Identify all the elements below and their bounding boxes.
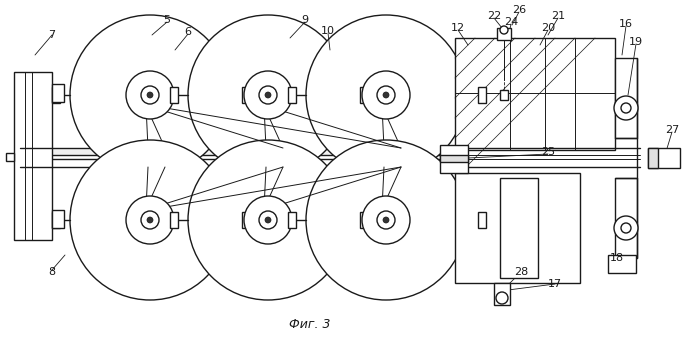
Bar: [455, 38, 615, 150]
Circle shape: [362, 71, 410, 119]
Text: 28: 28: [514, 267, 528, 277]
Text: 19: 19: [629, 37, 643, 47]
Circle shape: [188, 140, 348, 300]
Bar: [360, 212, 368, 228]
Text: 6: 6: [185, 27, 192, 37]
Bar: [494, 283, 510, 305]
Bar: [20, 148, 448, 155]
Bar: [608, 255, 636, 273]
Text: 21: 21: [551, 11, 565, 21]
Text: 18: 18: [610, 253, 624, 263]
Bar: [478, 87, 486, 103]
Circle shape: [70, 15, 230, 175]
Circle shape: [147, 217, 153, 223]
Text: 16: 16: [619, 19, 633, 29]
Circle shape: [147, 92, 153, 98]
Bar: [242, 87, 250, 103]
Bar: [288, 87, 296, 103]
Text: Фиг. 3: Фиг. 3: [289, 319, 331, 332]
Bar: [648, 148, 680, 168]
Circle shape: [259, 86, 277, 104]
Circle shape: [141, 86, 159, 104]
Bar: [52, 210, 64, 228]
Text: 22: 22: [487, 11, 501, 21]
Bar: [615, 58, 637, 138]
Text: 20: 20: [541, 23, 555, 33]
Text: 17: 17: [548, 279, 562, 289]
Text: 7: 7: [48, 30, 55, 40]
Text: 27: 27: [665, 125, 679, 135]
Circle shape: [244, 71, 292, 119]
Circle shape: [126, 196, 174, 244]
Circle shape: [377, 86, 395, 104]
Bar: [497, 28, 511, 40]
Text: 5: 5: [164, 15, 171, 25]
Circle shape: [377, 211, 395, 229]
Bar: [242, 212, 250, 228]
Circle shape: [141, 211, 159, 229]
Bar: [6, 153, 14, 161]
Bar: [478, 212, 486, 228]
Text: 26: 26: [512, 5, 526, 15]
Circle shape: [621, 223, 631, 233]
Bar: [455, 173, 580, 283]
Text: 8: 8: [48, 267, 55, 277]
Circle shape: [383, 92, 389, 98]
Circle shape: [244, 196, 292, 244]
Bar: [52, 87, 60, 103]
Text: 24: 24: [504, 17, 518, 27]
Circle shape: [306, 15, 466, 175]
Circle shape: [259, 211, 277, 229]
Circle shape: [500, 26, 508, 34]
Circle shape: [126, 71, 174, 119]
Circle shape: [362, 196, 410, 244]
Circle shape: [496, 292, 508, 304]
Circle shape: [614, 216, 638, 240]
Bar: [170, 212, 178, 228]
Circle shape: [306, 140, 466, 300]
Circle shape: [383, 217, 389, 223]
Bar: [52, 84, 64, 102]
Circle shape: [621, 103, 631, 113]
Bar: [52, 212, 60, 228]
Bar: [500, 90, 508, 100]
Circle shape: [188, 15, 348, 175]
Bar: [20, 159, 448, 167]
Bar: [648, 148, 658, 168]
Bar: [288, 212, 296, 228]
Text: 25: 25: [541, 147, 555, 157]
Circle shape: [265, 217, 271, 223]
Circle shape: [70, 140, 230, 300]
Bar: [440, 145, 468, 173]
Text: 10: 10: [321, 26, 335, 36]
Bar: [170, 87, 178, 103]
Text: 12: 12: [451, 23, 465, 33]
Circle shape: [265, 92, 271, 98]
Text: 9: 9: [301, 15, 308, 25]
Circle shape: [614, 96, 638, 120]
Bar: [440, 155, 468, 162]
Bar: [500, 178, 538, 278]
Bar: [615, 178, 637, 258]
Bar: [14, 72, 52, 240]
Bar: [360, 87, 368, 103]
